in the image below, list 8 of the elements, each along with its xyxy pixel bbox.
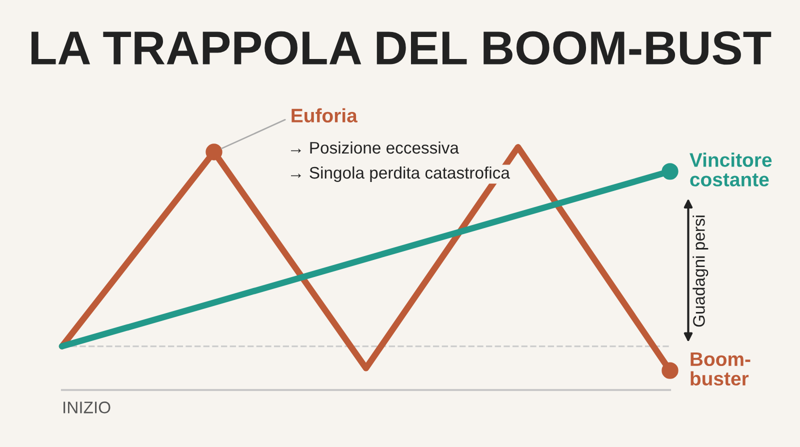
series-label: Vincitore costante [690,152,772,186]
annotation: → Singola perdita catastrofica [291,166,510,182]
chart-title: LA TRAPPOLA DEL BOOM-BUST [32,31,772,65]
annotation: → Posizione eccessiva [291,141,459,154]
text: Euforia [292,108,358,122]
series-label: Boom-buster [690,352,750,386]
text: Guadagni persi [692,216,708,327]
x-axis-title: INIZIO [64,402,110,414]
